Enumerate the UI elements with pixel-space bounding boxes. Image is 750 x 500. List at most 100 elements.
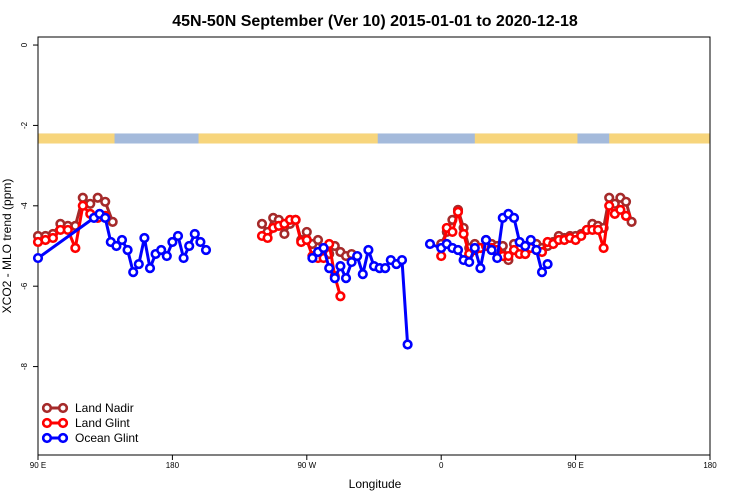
land-segment-2 bbox=[474, 133, 578, 144]
land-segment-0 bbox=[38, 133, 115, 144]
legend-marker-end-1 bbox=[57, 417, 69, 429]
land-segment-3 bbox=[609, 133, 710, 144]
series-2-point-0-21 bbox=[200, 244, 212, 256]
series-1-point-1-6 bbox=[290, 214, 301, 225]
series-2-point-0-19 bbox=[189, 228, 200, 240]
series-0-point-1-4 bbox=[279, 228, 290, 240]
series-2-point-0-6 bbox=[116, 234, 128, 246]
series-1-point-2-0 bbox=[436, 250, 447, 262]
x-tick-label-5: 180 bbox=[703, 461, 717, 470]
series-1-point-2-29 bbox=[598, 242, 609, 254]
series-2-point-0-10 bbox=[139, 232, 150, 244]
y-axis: 0 -2 -4 -6 -8 bbox=[20, 42, 38, 370]
series-2-point-1-6 bbox=[340, 273, 352, 284]
series-0-point-1-0 bbox=[256, 218, 268, 229]
series-1-point-2-32 bbox=[615, 204, 626, 215]
series-2-point-0-20 bbox=[195, 236, 206, 248]
series-2-point-1-9 bbox=[357, 269, 368, 280]
series-2-point-2-6 bbox=[464, 256, 475, 268]
series-1-point-1-8 bbox=[301, 234, 312, 246]
series-1-point-0-6 bbox=[77, 200, 88, 211]
series-2-point-1-7 bbox=[346, 256, 357, 268]
series-2-point-1-8 bbox=[352, 250, 363, 262]
x-tick-label-4: 90 E bbox=[567, 461, 583, 470]
legend-marker-end-2 bbox=[57, 432, 69, 444]
series-2-point-0-9 bbox=[133, 258, 144, 270]
series-2-point-0-8 bbox=[128, 267, 139, 278]
series-2-point-0-11 bbox=[144, 263, 156, 274]
series-2-line-0 bbox=[37, 212, 208, 274]
series-1-point-2-28 bbox=[592, 224, 604, 236]
series-2-point-2-16 bbox=[520, 240, 531, 252]
series-2-point-1-16 bbox=[396, 254, 408, 266]
series-1-point-2-2 bbox=[447, 226, 458, 238]
series-2-point-2-4 bbox=[452, 244, 464, 256]
series-1-point-2-33 bbox=[620, 210, 632, 221]
legend-label-1: Land Glint bbox=[75, 416, 130, 430]
series-1-point-1-14 bbox=[335, 291, 346, 302]
series-2-point-2-20 bbox=[542, 258, 553, 270]
y-axis-label: XCO2 - MLO trend (ppm) bbox=[0, 179, 14, 314]
series-0-point-0-10 bbox=[107, 216, 118, 227]
series-2-point-0-5 bbox=[111, 240, 122, 252]
series-2-point-1-0 bbox=[307, 252, 318, 264]
series-2-point-0-3 bbox=[100, 212, 111, 223]
x-tick-label-0: 90 E bbox=[30, 461, 46, 470]
series-2-point-0-15 bbox=[167, 236, 178, 248]
y-tick-label-0: 0 bbox=[20, 42, 29, 47]
x-tick-label-3: 0 bbox=[439, 461, 444, 470]
series-2-point-2-18 bbox=[531, 244, 542, 256]
series-1-point-2-30 bbox=[604, 200, 615, 211]
series-1-point-0-2 bbox=[47, 232, 59, 244]
series-2-point-1-2 bbox=[318, 242, 329, 254]
land-ocean-band bbox=[38, 133, 710, 144]
series-0-point-1-10 bbox=[312, 234, 324, 246]
legend-marker-2 bbox=[41, 432, 53, 444]
y-tick-label-1: -2 bbox=[20, 121, 29, 129]
series-2-point-0-0 bbox=[32, 252, 44, 264]
y-tick-label-4: -8 bbox=[20, 362, 29, 370]
x-axis: 90 E 180 90 W 0 90 E 180 bbox=[30, 455, 717, 470]
series-1-point-2-12 bbox=[503, 250, 514, 262]
series-2-point-2-14 bbox=[508, 212, 520, 223]
series-2-point-1-10 bbox=[363, 244, 374, 256]
series-2-point-0-18 bbox=[184, 240, 195, 252]
x-tick-label-2: 90 W bbox=[297, 461, 316, 470]
series-0-point-1-8 bbox=[301, 226, 312, 238]
y-tick-label-2: -4 bbox=[20, 202, 29, 210]
legend-label-2: Ocean Glint bbox=[75, 431, 139, 445]
series-1-point-2-4 bbox=[458, 228, 469, 240]
series-2-point-0-16 bbox=[172, 230, 184, 242]
legend-marker-1 bbox=[41, 417, 53, 429]
x-tick-label-1: 180 bbox=[166, 461, 180, 470]
series-2-point-2-17 bbox=[525, 234, 536, 246]
series-2-point-0-17 bbox=[178, 252, 189, 264]
series-2-point-2-7 bbox=[469, 242, 480, 254]
series-1-point-2-25 bbox=[576, 230, 587, 242]
series-1-point-2-3 bbox=[452, 206, 464, 217]
legend-marker-0 bbox=[41, 402, 53, 414]
legend-marker-end-0 bbox=[57, 402, 69, 414]
series-0-point-0-8 bbox=[92, 192, 103, 203]
series-2-point-0-14 bbox=[161, 250, 172, 262]
series-2-point-1-17 bbox=[402, 339, 413, 350]
series-0-point-2-34 bbox=[626, 216, 637, 227]
series-0-point-0-9 bbox=[100, 196, 111, 207]
plot-frame bbox=[37, 36, 711, 456]
series-2-point-1-13 bbox=[380, 263, 391, 274]
series-2-point-2-9 bbox=[480, 234, 492, 246]
chart-title: 45N-50N September (Ver 10) 2015-01-01 to… bbox=[172, 13, 578, 30]
series-2-point-2-10 bbox=[486, 244, 497, 256]
series-2-point-2-0 bbox=[424, 238, 436, 250]
series-2-point-2-8 bbox=[475, 263, 486, 274]
legend-label-0: Land Nadir bbox=[75, 401, 134, 415]
series-2-point-1-3 bbox=[324, 263, 335, 274]
series-2-point-2-11 bbox=[492, 252, 503, 264]
y-tick-label-3: -6 bbox=[20, 282, 29, 290]
series-1-point-0-4 bbox=[62, 224, 73, 236]
series-0-point-0-6 bbox=[77, 192, 88, 203]
series-2-point-0-13 bbox=[156, 244, 167, 256]
series-2-point-0-7 bbox=[122, 244, 133, 256]
